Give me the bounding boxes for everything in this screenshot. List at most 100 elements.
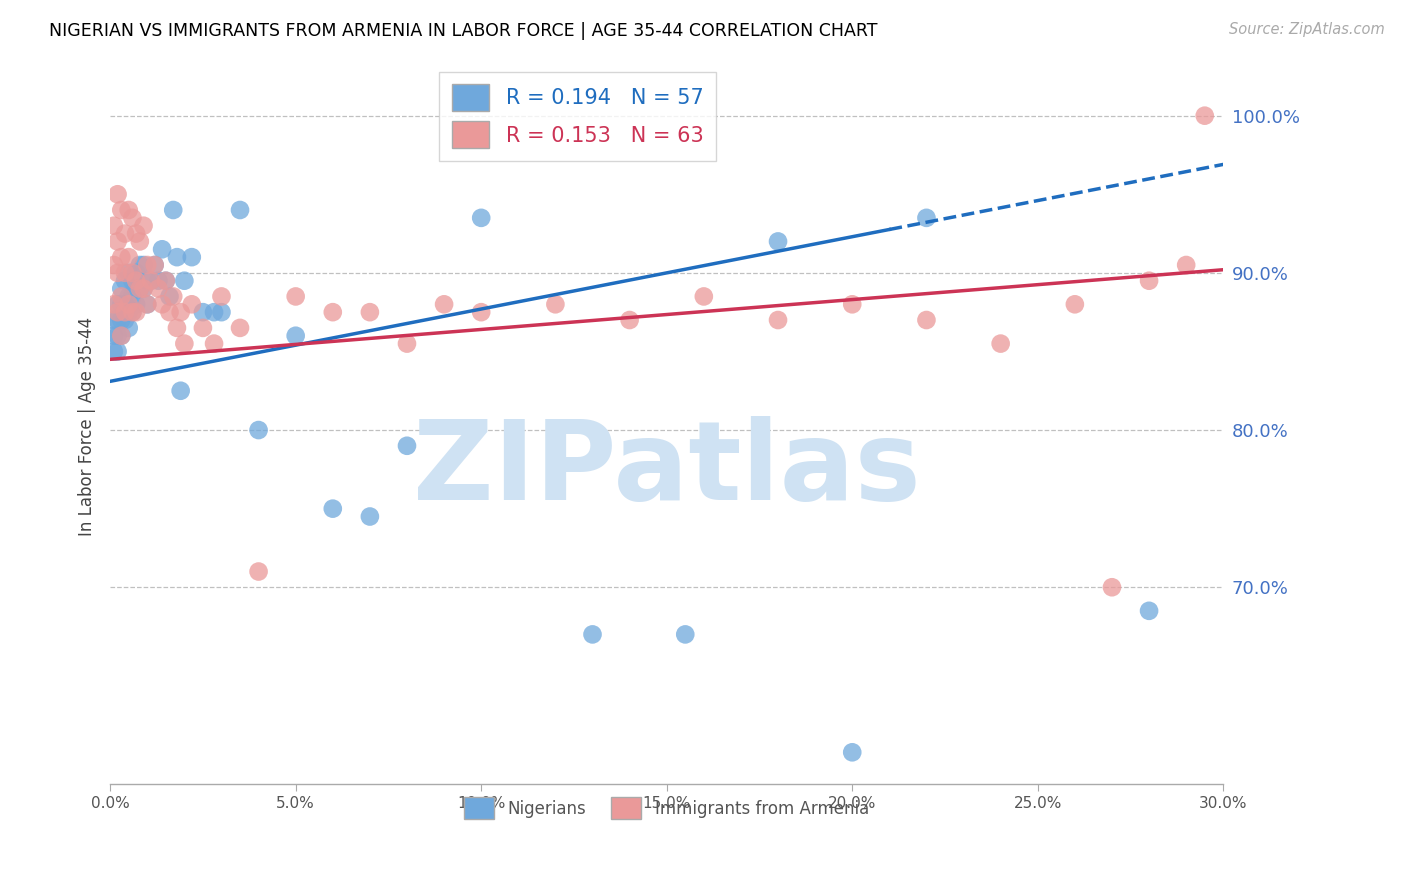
Point	[581, 627, 603, 641]
Legend: Nigerians, Immigrants from Armenia: Nigerians, Immigrants from Armenia	[458, 790, 876, 825]
Point	[125, 274, 148, 288]
Point	[1063, 297, 1085, 311]
Point	[136, 274, 159, 288]
Point	[990, 336, 1012, 351]
Point	[125, 227, 148, 241]
Point	[139, 274, 162, 288]
Point	[103, 313, 125, 327]
Point	[114, 297, 136, 311]
Point	[114, 313, 136, 327]
Point	[841, 297, 863, 311]
Point	[1137, 274, 1160, 288]
Point	[107, 328, 129, 343]
Point	[103, 297, 125, 311]
Point	[169, 305, 191, 319]
Point	[766, 235, 789, 249]
Point	[247, 423, 270, 437]
Point	[128, 282, 150, 296]
Point	[1101, 580, 1123, 594]
Point	[143, 258, 166, 272]
Point	[191, 305, 214, 319]
Point	[169, 384, 191, 398]
Point	[139, 274, 162, 288]
Point	[103, 258, 125, 272]
Point	[110, 250, 132, 264]
Point	[322, 305, 344, 319]
Point	[766, 313, 789, 327]
Point	[395, 439, 418, 453]
Point	[166, 321, 188, 335]
Point	[284, 289, 307, 303]
Point	[173, 274, 195, 288]
Point	[125, 282, 148, 296]
Point	[150, 242, 173, 256]
Point	[110, 282, 132, 296]
Point	[202, 305, 225, 319]
Point	[132, 282, 155, 296]
Point	[191, 321, 214, 335]
Point	[322, 501, 344, 516]
Point	[136, 258, 159, 272]
Point	[359, 509, 381, 524]
Point	[180, 250, 202, 264]
Point	[118, 202, 141, 217]
Point	[121, 274, 143, 288]
Point	[110, 328, 132, 343]
Point	[103, 219, 125, 233]
Point	[159, 305, 181, 319]
Point	[180, 297, 202, 311]
Point	[229, 321, 252, 335]
Point	[132, 258, 155, 272]
Point	[148, 282, 170, 296]
Point	[118, 305, 141, 319]
Point	[128, 282, 150, 296]
Point	[159, 289, 181, 303]
Point	[359, 305, 381, 319]
Point	[166, 250, 188, 264]
Point	[121, 305, 143, 319]
Point	[118, 250, 141, 264]
Point	[118, 321, 141, 335]
Point	[110, 202, 132, 217]
Point	[125, 266, 148, 280]
Point	[107, 235, 129, 249]
Point	[162, 202, 184, 217]
Point	[470, 211, 492, 225]
Point	[229, 202, 252, 217]
Point	[693, 289, 716, 303]
Point	[132, 282, 155, 296]
Point	[118, 266, 141, 280]
Point	[114, 274, 136, 288]
Y-axis label: In Labor Force | Age 35-44: In Labor Force | Age 35-44	[79, 317, 96, 536]
Point	[121, 211, 143, 225]
Point	[1175, 258, 1198, 272]
Point	[107, 305, 129, 319]
Point	[107, 313, 129, 327]
Point	[143, 258, 166, 272]
Point	[136, 297, 159, 311]
Point	[211, 305, 233, 319]
Point	[107, 187, 129, 202]
Point	[114, 227, 136, 241]
Point	[125, 297, 148, 311]
Point	[1137, 604, 1160, 618]
Point	[121, 266, 143, 280]
Point	[470, 305, 492, 319]
Point	[121, 289, 143, 303]
Point	[128, 258, 150, 272]
Point	[247, 565, 270, 579]
Point	[544, 297, 567, 311]
Point	[114, 305, 136, 319]
Point	[125, 305, 148, 319]
Point	[103, 344, 125, 359]
Point	[841, 745, 863, 759]
Point	[915, 211, 938, 225]
Point	[162, 289, 184, 303]
Point	[673, 627, 696, 641]
Point	[110, 328, 132, 343]
Point	[114, 266, 136, 280]
Point	[118, 297, 141, 311]
Point	[107, 344, 129, 359]
Point	[136, 297, 159, 311]
Point	[395, 336, 418, 351]
